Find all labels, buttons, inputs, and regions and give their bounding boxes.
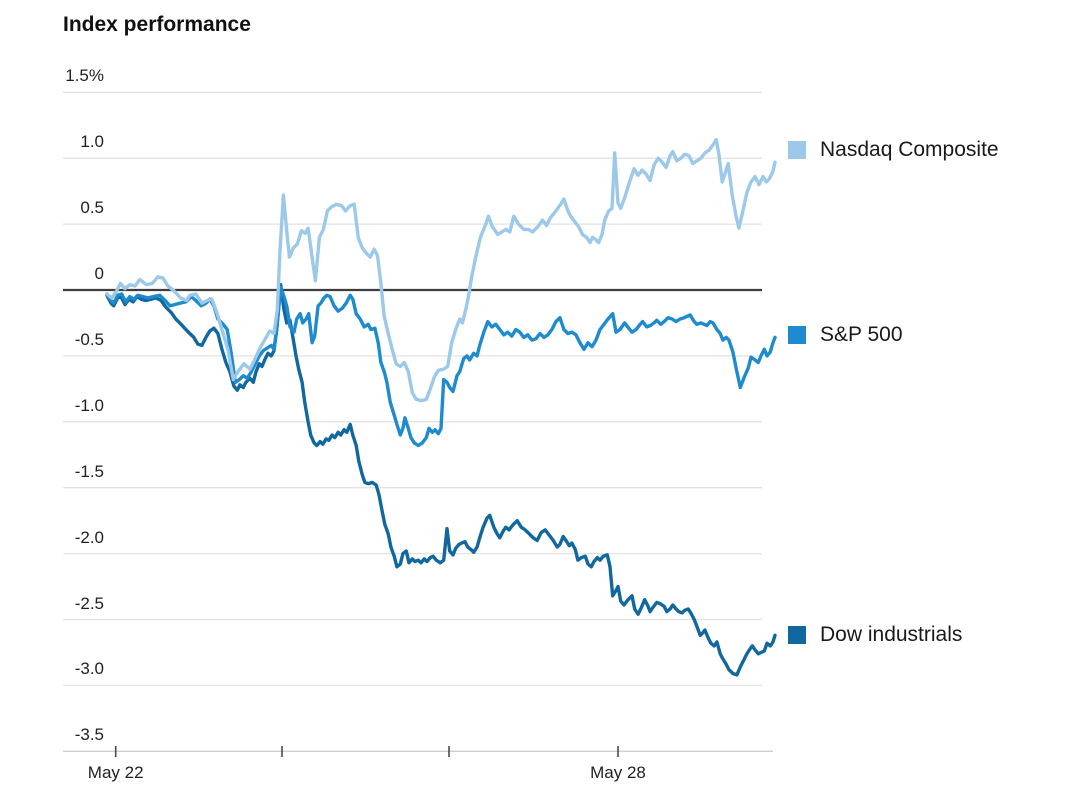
series-line-2 (105, 283, 777, 677)
y-axis-label: 1.5% (65, 66, 104, 86)
y-axis: 1.5% 1.0 0.5 0 -0.5 -1.0 -1.5 -2.0 -2.5 -3.0 -3.5 (0, 0, 104, 810)
y-axis-label: -2.5 (74, 593, 104, 613)
y-axis-label: -3.5 (74, 725, 104, 745)
y-axis-label: -0.5 (74, 329, 104, 349)
x-axis: May 22 May 28 (0, 763, 1080, 789)
y-axis-label: 0 (94, 264, 104, 283)
legend-item-dow: Dow industrials (788, 623, 962, 647)
legend-item-sp500: S&P 500 (788, 323, 903, 347)
chart-title: Index performance (63, 13, 251, 36)
legend-swatch-dow-icon (788, 626, 806, 644)
legend-item-nasdaq: Nasdaq Composite (788, 138, 999, 162)
y-axis-label: -2.0 (74, 527, 104, 547)
y-axis-label: -3.0 (74, 659, 104, 679)
series-line-0 (105, 137, 777, 403)
series-line-1 (105, 285, 777, 448)
legend-label-nasdaq: Nasdaq Composite (820, 138, 999, 161)
x-axis-label: May 22 (87, 763, 144, 782)
y-axis-label: 0.5 (80, 198, 104, 218)
legend-label-sp500: S&P 500 (820, 323, 903, 346)
y-axis-label: -1.5 (74, 461, 104, 481)
y-axis-label: -1.0 (74, 395, 104, 415)
y-axis-label: 1.0 (80, 132, 104, 152)
legend-swatch-nasdaq-icon (788, 141, 806, 159)
legend-swatch-sp500-icon (788, 326, 806, 344)
x-axis-label: May 28 (590, 763, 646, 782)
legend-label-dow: Dow industrials (820, 623, 963, 646)
